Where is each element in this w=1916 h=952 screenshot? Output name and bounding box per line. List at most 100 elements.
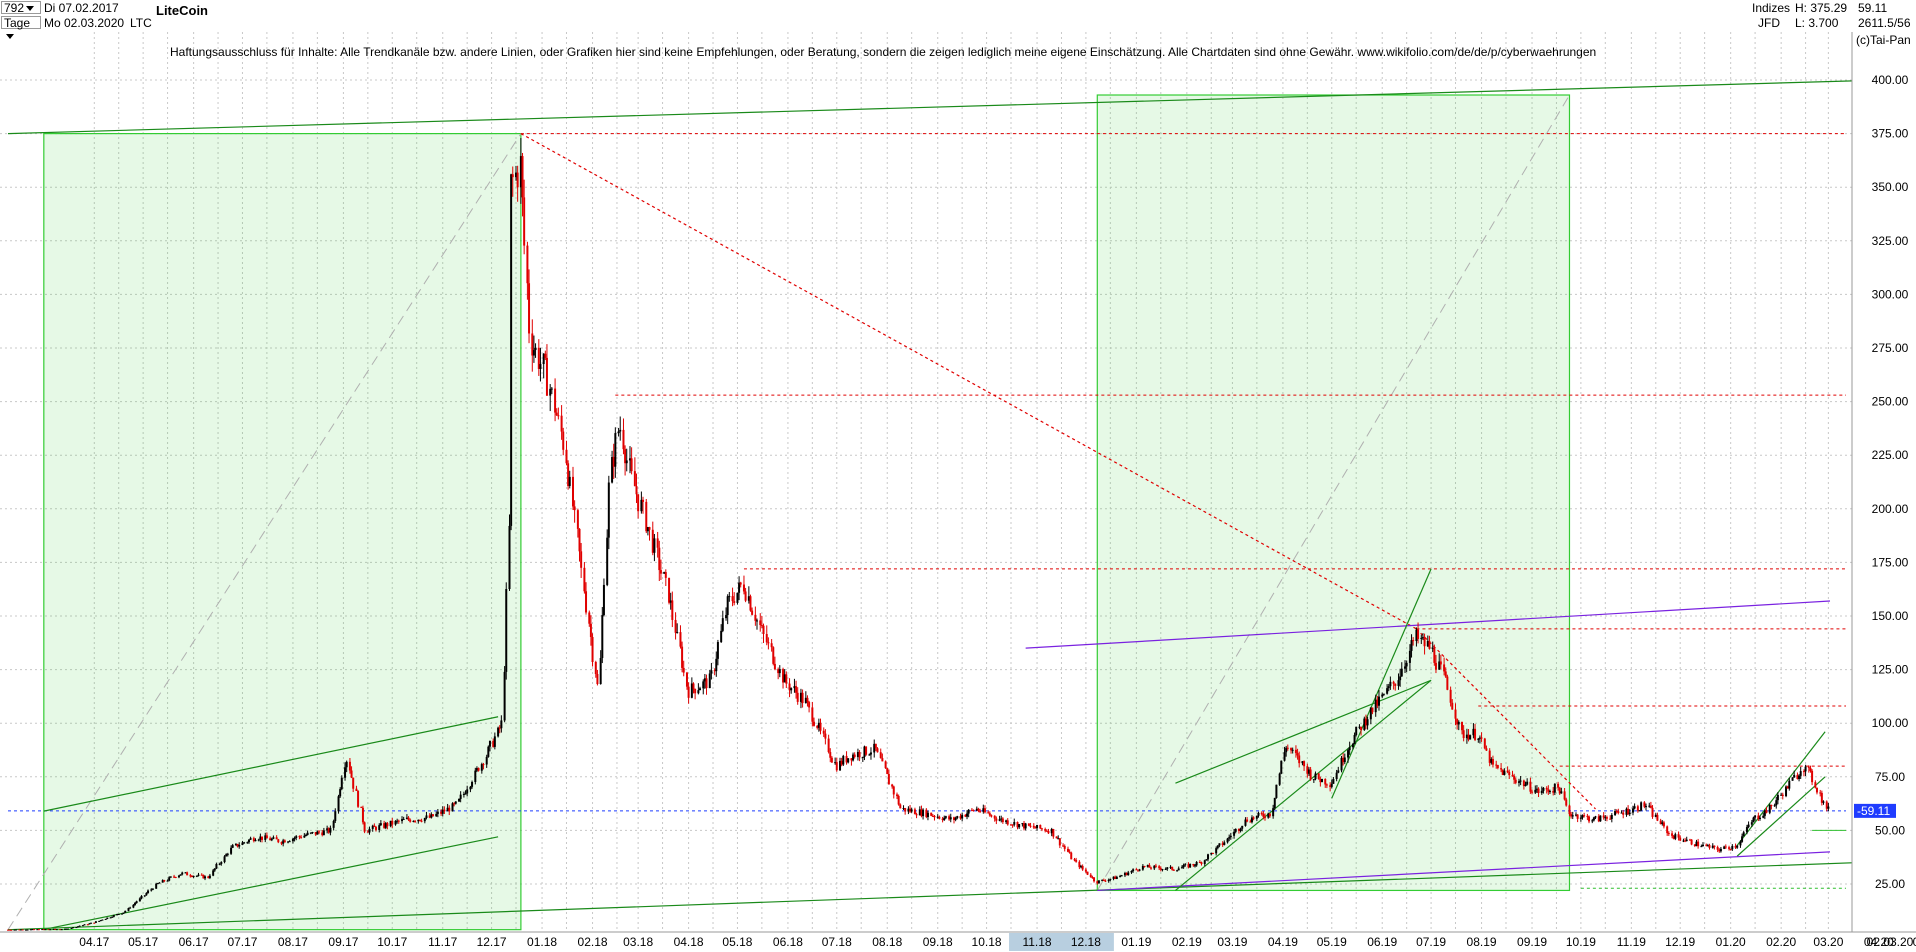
- timeframe-select[interactable]: Tage: [1, 16, 41, 40]
- candle-body: [804, 697, 807, 704]
- candle-body: [964, 814, 967, 817]
- x-tick-label: 10.18: [972, 935, 1002, 949]
- candle-body: [75, 927, 78, 929]
- candle-body: [749, 596, 752, 611]
- candle-body: [212, 870, 215, 876]
- candle-body: [1763, 810, 1766, 816]
- y-tick-label: 250.00: [1872, 395, 1909, 409]
- candle-body: [423, 818, 426, 822]
- bar-count-select[interactable]: 792: [1, 1, 41, 15]
- candle-body: [542, 353, 545, 365]
- candle-body: [824, 733, 827, 739]
- candle-body: [1215, 848, 1218, 854]
- candle-body: [230, 847, 233, 854]
- candle-body: [913, 809, 916, 815]
- candle-body: [184, 872, 187, 874]
- candle-body: [247, 839, 250, 843]
- candle-body: [681, 646, 684, 668]
- candle-body: [407, 817, 410, 820]
- y-axis-panel: [1852, 32, 1916, 932]
- candle-body: [197, 874, 200, 876]
- candle-body: [1750, 822, 1753, 825]
- candle-body: [1503, 770, 1506, 775]
- candle-body: [988, 813, 991, 816]
- candle-body: [269, 838, 272, 841]
- candle-body: [796, 692, 799, 702]
- candle-body: [81, 925, 84, 927]
- candle-body: [861, 756, 864, 758]
- candle-body: [1021, 823, 1024, 825]
- candle-body: [1223, 842, 1226, 845]
- y-tick-label: 275.00: [1872, 341, 1909, 355]
- candle-body: [842, 755, 845, 765]
- candle-body: [1184, 864, 1187, 866]
- candle-body: [264, 835, 267, 840]
- x-tick-label: 03.20: [1813, 935, 1843, 949]
- candle-body: [699, 688, 702, 691]
- candle-body: [1754, 815, 1757, 818]
- candle-body: [1075, 859, 1078, 862]
- candle-body: [1553, 783, 1556, 793]
- candle-body: [1724, 846, 1727, 848]
- candle-body: [830, 757, 833, 763]
- candle-body: [602, 584, 605, 616]
- candle-body: [1355, 726, 1358, 735]
- candle-body: [1180, 867, 1183, 869]
- candle-body: [477, 768, 480, 771]
- candle-body: [204, 876, 207, 879]
- candle-body: [155, 883, 158, 889]
- candle-body: [1684, 840, 1687, 842]
- y-tick-label: 350.00: [1872, 180, 1909, 194]
- candle-body: [531, 333, 534, 356]
- candle-body: [659, 570, 662, 574]
- candle-body: [822, 730, 825, 734]
- candle-body: [1719, 848, 1722, 852]
- candle-body: [1540, 790, 1543, 794]
- candle-body: [658, 547, 661, 571]
- candle-body: [505, 589, 508, 672]
- candle-body: [1796, 774, 1799, 780]
- x-tick-highlight: [1057, 933, 1114, 951]
- candle-body: [834, 762, 837, 764]
- candle-body: [1193, 865, 1196, 867]
- candle-body: [891, 784, 894, 787]
- candle-body: [1500, 768, 1503, 770]
- candle-body: [1112, 876, 1115, 879]
- candle-body: [1661, 822, 1664, 825]
- candle-body: [1050, 828, 1053, 834]
- candle-body: [902, 808, 905, 810]
- candle-body: [1599, 815, 1602, 822]
- candle-body: [36, 929, 39, 931]
- candle-body: [1195, 861, 1198, 866]
- candle-body: [1656, 814, 1659, 821]
- candle-body: [682, 667, 685, 673]
- candle-body: [147, 890, 150, 894]
- candle-body: [1200, 862, 1203, 864]
- candle-body: [567, 463, 570, 486]
- candle-body: [1594, 816, 1597, 818]
- x-axis-panel: [0, 932, 1916, 952]
- candle-body: [1364, 718, 1367, 726]
- projection-line: [1096, 94, 1570, 891]
- candle-body: [1431, 647, 1434, 649]
- candle-body: [332, 820, 335, 828]
- candle-body: [1268, 813, 1271, 817]
- candle-body: [70, 927, 73, 929]
- candle-body: [692, 683, 695, 689]
- candle-body: [466, 789, 469, 794]
- candle-body: [1394, 683, 1397, 686]
- candle-body: [1001, 818, 1004, 823]
- candle-body: [1511, 775, 1514, 777]
- candle-body: [1392, 681, 1395, 684]
- candle-body: [223, 856, 226, 863]
- candle-body: [944, 816, 947, 818]
- candle-body: [129, 907, 132, 909]
- candle-body: [134, 903, 137, 905]
- candle-body: [679, 632, 682, 647]
- candle-body: [1457, 721, 1460, 725]
- candle-body: [671, 600, 674, 620]
- candle-body: [886, 768, 889, 774]
- candle-body: [98, 920, 101, 922]
- candle-body: [1091, 877, 1094, 879]
- candle-body: [705, 678, 708, 689]
